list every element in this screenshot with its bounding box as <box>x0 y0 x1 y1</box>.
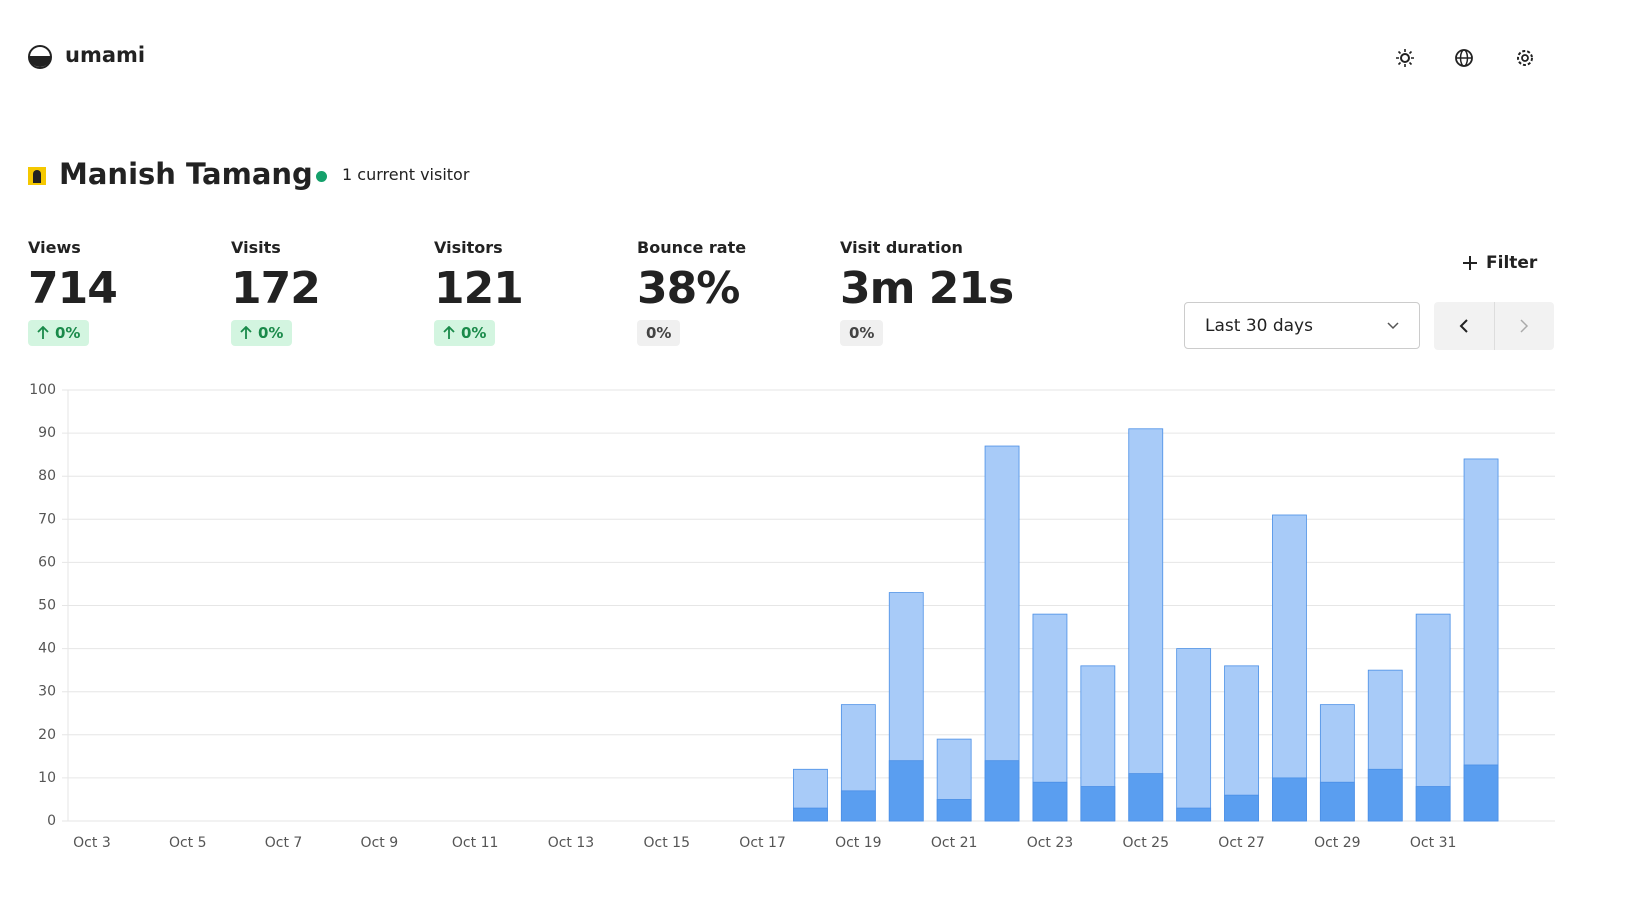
x-tick-label: Oct 13 <box>548 835 594 851</box>
bar <box>984 445 1020 822</box>
y-tick-label: 10 <box>38 770 56 786</box>
metric-label: Bounce rate <box>637 238 747 257</box>
y-tick-label: 80 <box>38 468 56 484</box>
bar <box>1463 458 1499 822</box>
x-tick-label: Oct 17 <box>739 835 785 851</box>
metric-change: 0% <box>28 320 90 346</box>
y-tick-label: 40 <box>38 641 56 657</box>
bar <box>1128 773 1164 822</box>
x-tick-label: Oct 29 <box>1314 835 1360 851</box>
y-tick-label: 100 <box>29 382 56 398</box>
bar <box>1367 768 1403 822</box>
metric-value: 38% <box>637 263 740 314</box>
y-tick-label: 0 <box>47 813 56 829</box>
y-tick-label: 30 <box>38 684 56 700</box>
x-tick-label: Oct 5 <box>169 835 207 851</box>
date-range[interactable]: Last 30 days <box>1184 302 1420 349</box>
metric-value: 172 <box>231 263 321 314</box>
metric-label: Visitors <box>434 238 503 257</box>
bar <box>1272 777 1307 822</box>
metric-change: 0% <box>231 320 293 346</box>
range-label: Last 30 days <box>1205 315 1313 336</box>
metric-label: Visits <box>231 238 281 257</box>
settings-icon[interactable] <box>1515 48 1535 68</box>
favicon <box>28 167 46 185</box>
filter-label: Filter <box>1486 253 1538 273</box>
metric-change: 0% <box>434 320 496 346</box>
x-tick-label: Oct 27 <box>1218 835 1264 851</box>
website-name: Manish Tamang <box>59 157 313 191</box>
chart: 0 10 20 30 40 50 60 70 80 90 100 Oct 3 Oct 5 Oct 7 Oct… <box>29 382 1555 851</box>
y-tick-label: 90 <box>38 425 56 441</box>
bar <box>984 760 1020 822</box>
logo <box>28 45 52 69</box>
metric: Bounce rate 38% 0% <box>637 238 827 346</box>
x-tick-label: Oct 9 <box>361 835 399 851</box>
metric: Visit duration 3m 21s 0% <box>840 238 1030 346</box>
metric-value: 121 <box>434 263 524 314</box>
change-value: 0% <box>461 324 487 342</box>
bar <box>1272 514 1307 822</box>
metric-value: 3m 21s <box>840 263 1014 314</box>
next-button[interactable] <box>1495 302 1555 350</box>
theme-icon[interactable] <box>1395 48 1415 68</box>
bar <box>1176 648 1212 822</box>
x-tick-label: Oct 19 <box>835 835 881 851</box>
bar <box>1176 807 1212 822</box>
filter-button[interactable]: Filter <box>1462 253 1537 273</box>
metric-change: 0% <box>840 320 884 346</box>
bar <box>888 760 924 822</box>
bar <box>840 790 876 822</box>
metric-label: Views <box>28 238 81 257</box>
y-tick-label: 70 <box>38 511 56 527</box>
metric-label: Visit duration <box>840 238 963 257</box>
x-tick-label: Oct 3 <box>73 835 111 851</box>
active-visitors: 1 current visitor <box>342 165 470 184</box>
y-tick-label: 20 <box>38 727 56 743</box>
active-dot <box>316 171 327 182</box>
prev-button[interactable] <box>1434 302 1495 350</box>
brand[interactable]: umami <box>65 43 146 67</box>
metric-change: 0% <box>637 320 681 346</box>
bar <box>1415 786 1451 822</box>
metric: Visits 172 0% <box>231 238 421 346</box>
x-tick-label: Oct 15 <box>644 835 690 851</box>
bar <box>793 807 828 822</box>
metric: Visitors 121 0% <box>434 238 624 346</box>
change-value: 0% <box>258 324 284 342</box>
language-icon[interactable] <box>1454 48 1474 68</box>
bar <box>1224 794 1259 822</box>
bar <box>1080 786 1116 822</box>
x-tick-label: Oct 23 <box>1027 835 1073 851</box>
bar <box>1319 781 1355 822</box>
x-tick-label: Oct 21 <box>931 835 977 851</box>
x-tick-label: Oct 31 <box>1410 835 1456 851</box>
date-nav <box>1434 302 1554 350</box>
bar <box>1128 428 1164 822</box>
metric-value: 714 <box>28 263 118 314</box>
change-value: 0% <box>55 324 81 342</box>
y-tick-label: 50 <box>38 598 56 614</box>
change-value: 0% <box>849 324 875 342</box>
bar <box>1032 781 1068 822</box>
bar <box>936 799 972 822</box>
metric: Views 714 0% <box>28 238 218 346</box>
x-tick-label: Oct 25 <box>1123 835 1169 851</box>
change-value: 0% <box>646 324 672 342</box>
bar <box>1463 764 1499 822</box>
x-tick-label: Oct 7 <box>265 835 303 851</box>
y-tick-label: 60 <box>38 554 56 570</box>
x-tick-label: Oct 11 <box>452 835 498 851</box>
